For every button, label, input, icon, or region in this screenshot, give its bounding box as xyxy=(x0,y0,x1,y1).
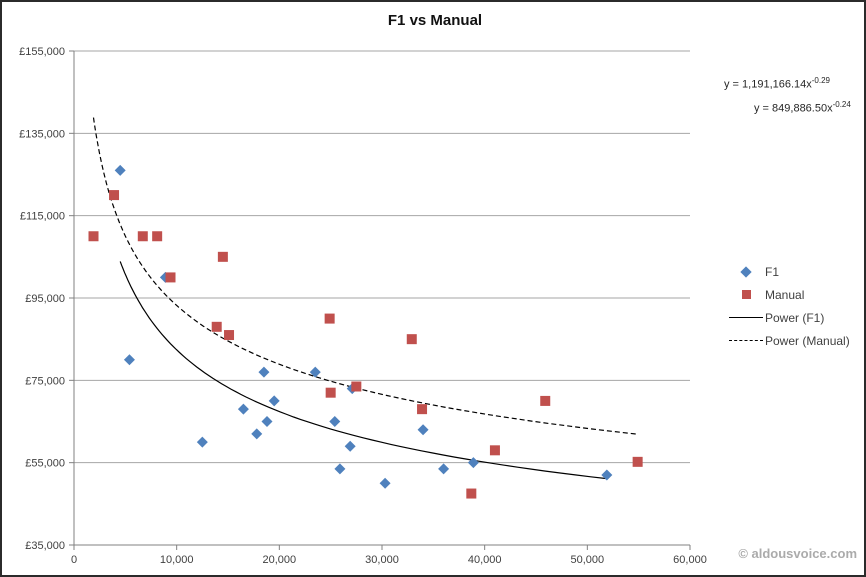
equation-base: y = 849,886.50x xyxy=(754,102,833,115)
manual-point xyxy=(109,190,120,201)
manual-point xyxy=(165,272,176,283)
legend-item-power-f1: Power (F1) xyxy=(727,306,862,329)
f1-point xyxy=(251,428,263,440)
y-tick-label: £55,000 xyxy=(25,458,65,470)
manual-point xyxy=(466,488,477,499)
manual-point xyxy=(217,251,228,262)
manual-point xyxy=(632,456,643,467)
chart-title: F1 vs Manual xyxy=(387,12,483,29)
y-tick-label: £115,000 xyxy=(20,211,65,223)
x-tick-label: 30,000 xyxy=(365,554,399,566)
legend-item-f1: F1 xyxy=(727,260,862,283)
f1-point xyxy=(123,354,135,366)
solid-line-icon xyxy=(729,317,763,318)
legend-label: Power (F1) xyxy=(765,310,825,325)
y-tick-label: £155,000 xyxy=(19,46,65,58)
f1-point xyxy=(601,469,613,481)
manual-square-icon xyxy=(741,290,751,299)
legend-marker-cell xyxy=(727,340,765,341)
chart-legend: F1 Manual Power (F1) Power (Manual) xyxy=(727,260,862,352)
f1-point xyxy=(379,477,391,489)
f1-point xyxy=(344,440,356,452)
trendline-manual xyxy=(92,117,638,435)
legend-label: F1 xyxy=(765,264,780,279)
f1-point xyxy=(438,463,450,475)
f1-point xyxy=(237,403,249,415)
f1-point xyxy=(114,164,126,176)
equation-exponent: -0.29 xyxy=(811,76,830,85)
f1-point xyxy=(196,436,208,448)
manual-point xyxy=(137,231,148,242)
manual-point xyxy=(406,334,417,345)
trendline-equation-manual: y = 849,886.50x-0.24 xyxy=(754,100,851,115)
f1-point xyxy=(334,463,346,475)
trendline-equation-f1: y = 1,191,166.14x-0.29 xyxy=(724,76,830,91)
x-tick-label: 20,000 xyxy=(263,554,297,566)
watermark: © aldousvoice.com xyxy=(738,546,857,561)
x-tick-label: 40,000 xyxy=(468,554,502,566)
legend-label: Power (Manual) xyxy=(765,333,850,348)
dashed-line-icon xyxy=(729,340,763,341)
manual-point xyxy=(88,231,99,242)
equation-exponent: -0.24 xyxy=(832,100,851,109)
f1-point xyxy=(261,416,273,427)
legend-marker-cell xyxy=(727,317,765,318)
manual-point xyxy=(324,313,335,324)
manual-point xyxy=(540,395,551,406)
f1-point xyxy=(258,366,270,378)
f1-point xyxy=(467,457,479,469)
manual-point xyxy=(152,231,163,242)
manual-point xyxy=(224,330,235,341)
legend-label: Manual xyxy=(765,287,805,302)
y-tick-label: £35,000 xyxy=(25,540,65,552)
y-tick-label: £75,000 xyxy=(25,375,65,387)
f1-point xyxy=(309,366,321,378)
manual-point xyxy=(351,381,362,392)
y-tick-label: £95,000 xyxy=(25,293,65,305)
manual-point xyxy=(417,404,428,415)
manual-point xyxy=(211,321,222,332)
f1-point xyxy=(329,416,341,427)
x-tick-label: 50,000 xyxy=(571,554,605,566)
manual-point xyxy=(489,445,500,456)
x-tick-label: 0 xyxy=(71,554,77,566)
y-tick-label: £135,000 xyxy=(19,128,65,140)
legend-item-manual: Manual xyxy=(727,283,862,306)
legend-marker-cell xyxy=(727,265,765,278)
manual-point xyxy=(325,387,336,398)
legend-item-power-manual: Power (Manual) xyxy=(727,329,862,352)
f1-point xyxy=(417,424,429,436)
legend-marker-cell xyxy=(727,290,765,299)
f1-diamond-icon xyxy=(740,265,752,278)
x-tick-label: 60,000 xyxy=(673,554,707,566)
equation-base: y = 1,191,166.14x xyxy=(724,78,812,91)
f1-point xyxy=(268,395,280,407)
trendline-f1 xyxy=(119,261,607,480)
x-tick-label: 10,000 xyxy=(160,554,194,566)
